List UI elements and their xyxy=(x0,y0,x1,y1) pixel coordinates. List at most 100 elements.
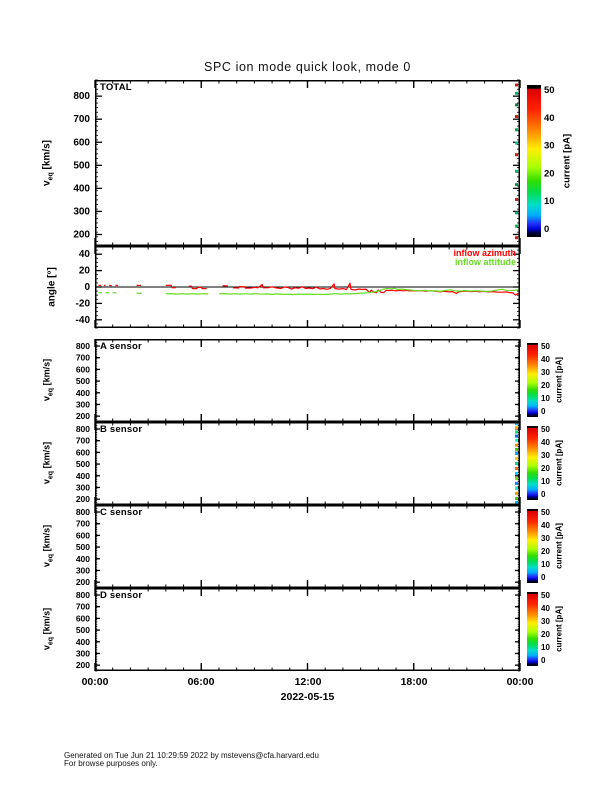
svg-text:300: 300 xyxy=(76,399,90,409)
svg-text:30: 30 xyxy=(541,368,550,377)
svg-text:0: 0 xyxy=(541,407,546,416)
svg-text:200: 200 xyxy=(76,660,90,670)
svg-text:500: 500 xyxy=(76,542,90,552)
svg-text:300: 300 xyxy=(73,206,90,217)
svg-text:40: 40 xyxy=(541,604,550,613)
sensor-b-colorbar: 0 10 20 30 40 50 xyxy=(527,425,550,500)
svg-text:40: 40 xyxy=(544,113,555,124)
svg-text:50: 50 xyxy=(541,425,550,434)
svg-text:400: 400 xyxy=(76,388,90,398)
footer-browse-line: For browse purposes only. xyxy=(64,759,158,768)
svg-text:600: 600 xyxy=(76,613,90,623)
svg-text:20: 20 xyxy=(541,547,550,556)
x-tick-label-0000-end: 00:00 xyxy=(506,676,534,688)
svg-text:700: 700 xyxy=(76,602,90,612)
svg-text:700: 700 xyxy=(73,114,90,125)
footer-generated-line: Generated on Tue Jun 21 10:29:59 2022 by… xyxy=(64,751,319,760)
svg-text:-40: -40 xyxy=(76,315,91,326)
total-y-axis-label: veq [km/s] xyxy=(41,140,55,186)
svg-text:600: 600 xyxy=(76,447,90,457)
svg-text:50: 50 xyxy=(541,342,550,351)
svg-text:40: 40 xyxy=(79,249,91,260)
x-tick-label-0600: 06:00 xyxy=(187,676,215,688)
svg-text:10: 10 xyxy=(544,196,555,207)
svg-text:30: 30 xyxy=(541,451,550,460)
svg-text:20: 20 xyxy=(541,381,550,390)
svg-text:800: 800 xyxy=(76,424,90,434)
sensor-b-y-axis-label: veq [km/s] xyxy=(41,441,55,485)
sensor-d-y-axis-label: veq [km/s] xyxy=(41,607,55,651)
angle-y-axis-label: angle [°] xyxy=(46,267,58,307)
svg-text:10: 10 xyxy=(541,560,550,569)
svg-text:40: 40 xyxy=(541,438,550,447)
total-panel-label: TOTAL xyxy=(100,82,132,93)
sensor-a-colorbar: 0 10 20 30 40 50 xyxy=(527,342,550,417)
svg-text:0: 0 xyxy=(541,656,546,665)
sensor-a-colorbar-label: current [pA] xyxy=(554,357,564,403)
sensor-c-colorbar-label: current [pA] xyxy=(554,523,564,569)
svg-text:0: 0 xyxy=(544,224,549,235)
sensor-b-colorbar-label: current [pA] xyxy=(554,440,564,486)
svg-text:600: 600 xyxy=(76,364,90,374)
svg-text:20: 20 xyxy=(541,630,550,639)
total-panel-plot: 200 300 400 500 600 700 800 xyxy=(73,79,521,247)
svg-text:200: 200 xyxy=(76,577,90,587)
svg-text:400: 400 xyxy=(76,471,90,481)
svg-text:800: 800 xyxy=(73,91,90,102)
sensor-d-panel-label: D sensor xyxy=(100,590,143,601)
svg-text:200: 200 xyxy=(73,229,90,240)
svg-text:700: 700 xyxy=(76,519,90,529)
sensor-b-panel-label: B sensor xyxy=(100,424,143,435)
svg-text:20: 20 xyxy=(541,464,550,473)
svg-text:20: 20 xyxy=(79,266,91,277)
svg-text:600: 600 xyxy=(73,137,90,148)
svg-text:50: 50 xyxy=(541,591,550,600)
svg-text:400: 400 xyxy=(76,637,90,647)
svg-text:0: 0 xyxy=(541,573,546,582)
sensor-c-y-axis-label: veq [km/s] xyxy=(41,524,55,568)
legend-inflow-azimuth: inflow azimuth xyxy=(453,248,517,258)
x-tick-label-0000-start: 00:00 xyxy=(81,676,109,688)
svg-text:10: 10 xyxy=(541,477,550,486)
svg-text:10: 10 xyxy=(541,643,550,652)
sensor-a-panel-label: A sensor xyxy=(100,341,142,352)
total-colorbar: 0 10 20 30 40 50 xyxy=(527,85,555,237)
sensor-d-colorbar-label: current [pA] xyxy=(554,606,564,652)
svg-text:500: 500 xyxy=(76,376,90,386)
svg-text:400: 400 xyxy=(73,183,90,194)
svg-text:800: 800 xyxy=(76,341,90,351)
sensor-a-y-axis-label: veq [km/s] xyxy=(41,358,55,402)
sensor-c-colorbar: 0 10 20 30 40 50 xyxy=(527,508,550,583)
svg-text:50: 50 xyxy=(541,508,550,517)
svg-text:10: 10 xyxy=(541,394,550,403)
svg-text:30: 30 xyxy=(541,617,550,626)
svg-text:200: 200 xyxy=(76,411,90,421)
svg-text:50: 50 xyxy=(544,85,555,96)
svg-text:800: 800 xyxy=(76,590,90,600)
svg-text:20: 20 xyxy=(544,168,555,179)
legend-inflow-attitude: inflow attitude xyxy=(455,257,516,267)
svg-text:30: 30 xyxy=(541,534,550,543)
svg-text:500: 500 xyxy=(76,625,90,635)
sensor-c-panel-label: C sensor xyxy=(100,507,143,518)
svg-text:200: 200 xyxy=(76,494,90,504)
x-axis-date-label: 2022-05-15 xyxy=(280,691,335,703)
total-colorbar-label: current [pA] xyxy=(561,133,573,189)
svg-text:700: 700 xyxy=(76,436,90,446)
svg-text:300: 300 xyxy=(76,648,90,658)
svg-text:30: 30 xyxy=(544,141,555,152)
svg-text:0: 0 xyxy=(84,282,90,293)
svg-text:500: 500 xyxy=(73,160,90,171)
sensor-d-colorbar: 0 10 20 30 40 50 xyxy=(527,591,550,666)
svg-text:300: 300 xyxy=(76,565,90,575)
svg-text:700: 700 xyxy=(76,353,90,363)
x-tick-label-1800: 18:00 xyxy=(400,676,428,688)
page-title: SPC ion mode quick look, mode 0 xyxy=(204,60,411,74)
angle-panel-plot: -40 -20 0 20 40 xyxy=(76,245,521,329)
svg-text:0: 0 xyxy=(541,490,546,499)
